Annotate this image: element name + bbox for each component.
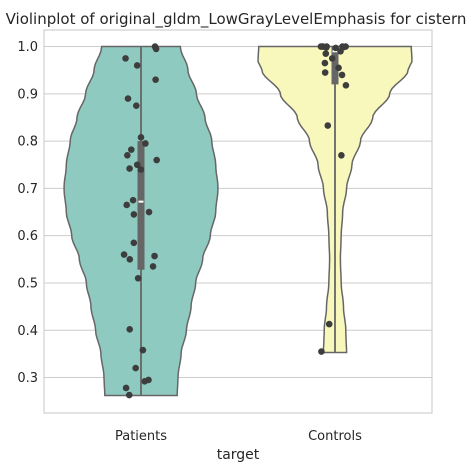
x-tick-label: Controls xyxy=(308,429,362,444)
data-point xyxy=(125,391,133,399)
data-point xyxy=(126,326,133,333)
data-point xyxy=(324,122,332,129)
data-point xyxy=(335,64,342,72)
data-point xyxy=(141,378,149,385)
data-point xyxy=(132,102,140,109)
x-axis-label: target xyxy=(217,447,260,463)
data-point xyxy=(328,55,336,62)
data-point xyxy=(149,263,157,270)
data-point xyxy=(137,166,145,173)
data-point xyxy=(122,55,129,62)
data-point xyxy=(126,165,133,172)
data-point xyxy=(342,82,350,89)
data-point xyxy=(124,152,131,159)
y-tick-label: 0.8 xyxy=(17,135,38,150)
plot-area: 0.3 0.4 0.5 0.6 0.7 0.8 0.9 1.0 Patients Controls xyxy=(17,29,433,444)
data-point xyxy=(322,44,330,51)
data-point xyxy=(128,146,135,153)
y-tick-label: 0.4 xyxy=(17,324,38,339)
data-point xyxy=(126,256,134,263)
y-tick-label: 0.7 xyxy=(17,182,38,197)
data-point xyxy=(321,59,329,67)
data-point xyxy=(132,364,139,372)
data-point xyxy=(123,201,131,209)
data-point xyxy=(152,76,159,83)
data-point xyxy=(322,50,330,57)
data-point xyxy=(152,45,160,53)
data-point xyxy=(122,384,130,392)
data-point xyxy=(120,251,128,258)
data-point xyxy=(338,71,346,79)
y-tick-label: 0.9 xyxy=(17,87,38,102)
data-point xyxy=(142,140,149,147)
y-tick-label: 0.6 xyxy=(17,229,38,244)
data-point xyxy=(134,274,142,282)
y-tick-label: 0.5 xyxy=(17,276,38,291)
data-point xyxy=(139,346,147,354)
data-point xyxy=(133,161,141,169)
data-point xyxy=(124,95,132,102)
data-point xyxy=(337,47,344,55)
data-point xyxy=(332,44,340,52)
data-point xyxy=(130,211,138,218)
data-point xyxy=(151,252,158,260)
data-point xyxy=(130,239,138,247)
data-point xyxy=(321,69,329,76)
x-tick-label: Patients xyxy=(115,429,167,444)
chart-title: Violinplot of original_gldm_LowGrayLevel… xyxy=(6,10,467,29)
data-point xyxy=(338,152,345,159)
y-tick-label: 0.3 xyxy=(17,371,38,386)
data-point xyxy=(145,208,153,216)
y-tick-label: 1.0 xyxy=(17,40,38,55)
data-point xyxy=(137,134,145,141)
iqr-box xyxy=(331,46,339,85)
iqr-box xyxy=(137,141,145,270)
data-point xyxy=(153,156,160,164)
data-point xyxy=(325,320,333,328)
data-point xyxy=(133,62,141,69)
data-point xyxy=(318,348,325,355)
data-point xyxy=(129,196,137,204)
